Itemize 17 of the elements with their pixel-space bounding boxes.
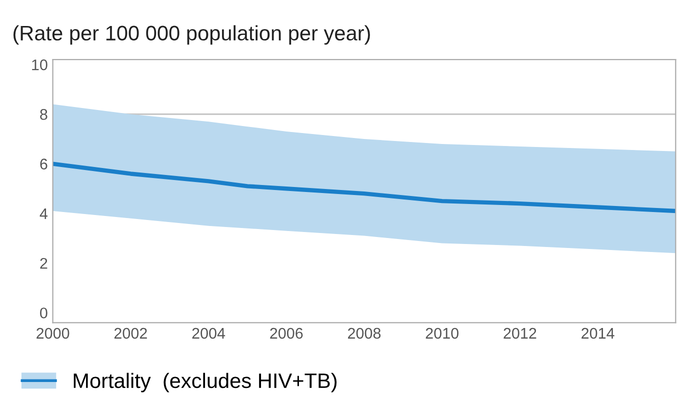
y-tick-label: 4 xyxy=(40,208,48,219)
y-tick-label: 2 xyxy=(40,258,48,269)
x-tick-label: 2008 xyxy=(348,328,381,339)
chart-title: (Rate per 100 000 population per year) xyxy=(13,25,370,45)
x-tick-label: 2004 xyxy=(192,328,226,339)
x-tick-label: 2012 xyxy=(504,328,536,339)
y-tick-label: 10 xyxy=(32,59,48,70)
y-tick-label: 6 xyxy=(40,158,48,170)
y-tick-label: 0 xyxy=(40,308,48,318)
x-tick-label: 2006 xyxy=(270,328,303,339)
x-tick-label: 2014 xyxy=(582,328,614,339)
x-tick-label: 2010 xyxy=(426,328,458,339)
x-tick-label: 2002 xyxy=(114,328,147,339)
x-tick-label: 2000 xyxy=(36,328,70,339)
y-tick-label: 8 xyxy=(40,109,48,120)
line-series xyxy=(52,162,676,214)
legend-label: Mortality (excludes HIV+TB) xyxy=(74,372,337,392)
